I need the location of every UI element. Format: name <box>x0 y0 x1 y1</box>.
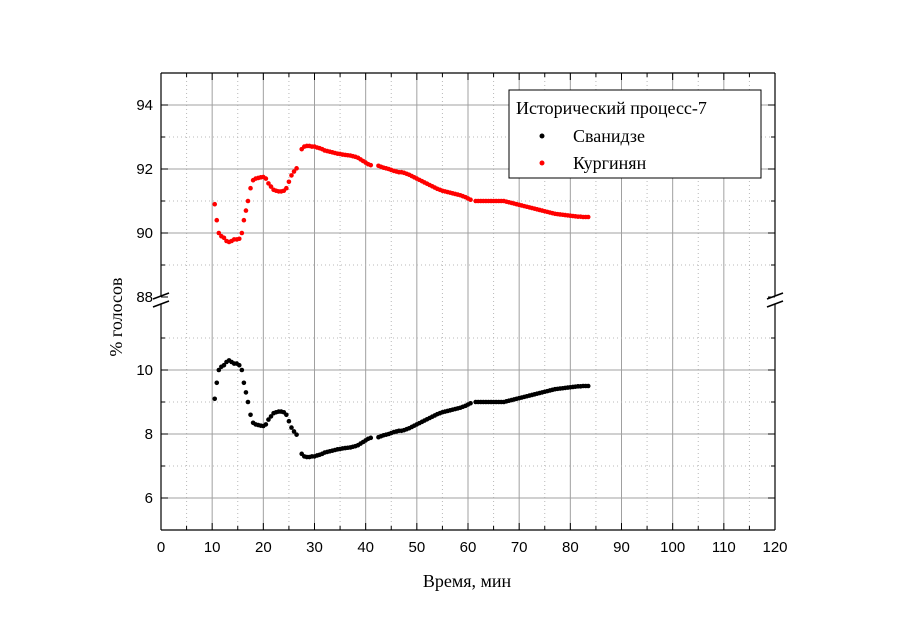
x-tick-label: 30 <box>306 539 323 556</box>
data-point-svanidze <box>212 396 218 402</box>
data-point-kurginyan <box>284 185 289 191</box>
data-point-svanidze <box>243 390 249 395</box>
data-point-svanidze <box>284 412 289 418</box>
data-point-svanidze <box>266 417 271 422</box>
y-tick-label: 88 <box>136 289 153 306</box>
legend-marker-kurginyan <box>539 160 545 166</box>
data-point-kurginyan <box>468 197 473 203</box>
data-point-kurginyan <box>248 185 253 191</box>
data-point-svanidze <box>286 418 292 424</box>
legend-label-svanidze: Сванидзе <box>573 126 645 146</box>
legend-title: Исторический процесс-7 <box>516 98 707 118</box>
data-point-svanidze <box>263 422 269 427</box>
data-point-kurginyan <box>216 230 222 236</box>
axis-break-mark <box>766 300 784 308</box>
data-point-svanidze <box>214 380 220 386</box>
axis-break-mark <box>152 300 170 308</box>
data-point-svanidze <box>291 429 297 434</box>
y-tick-label: 92 <box>136 161 153 178</box>
data-point-kurginyan <box>243 208 249 213</box>
data-point-kurginyan <box>263 176 269 181</box>
x-tick-label: 0 <box>157 539 165 556</box>
axis-break-mark <box>766 292 784 300</box>
data-point-kurginyan <box>268 184 274 189</box>
x-tick-label: 100 <box>660 539 685 556</box>
data-point-kurginyan <box>212 201 218 207</box>
data-point-svanidze <box>241 380 247 386</box>
axis-break-mark <box>152 292 170 300</box>
y-tick-label: 94 <box>136 97 153 114</box>
data-point-kurginyan <box>266 181 271 186</box>
data-point-svanidze <box>248 412 253 418</box>
data-point-kurginyan <box>241 217 247 223</box>
x-axis-label: Время, мин <box>423 571 512 591</box>
data-point-svanidze <box>268 414 274 419</box>
x-tick-label: 10 <box>204 539 221 556</box>
data-point-svanidze <box>585 383 591 389</box>
grid <box>161 73 775 530</box>
y-tick-label: 10 <box>136 362 153 379</box>
x-tick-label: 50 <box>408 539 425 556</box>
axes: 0 10 20 30 40 50 60 70 80 90 100 110 120 88 90 92 94 6 8 10 <box>136 72 788 556</box>
data-point-kurginyan <box>289 173 294 178</box>
data-point-kurginyan <box>245 198 251 204</box>
data-point-svanidze <box>216 367 222 373</box>
x-tick-label: 80 <box>562 539 579 556</box>
data-point-kurginyan <box>585 214 591 220</box>
data-point-kurginyan <box>221 235 227 241</box>
data-point-kurginyan <box>214 217 220 223</box>
x-tick-label: 110 <box>712 539 736 556</box>
data-point-svanidze <box>368 435 374 441</box>
y-tick-label: 90 <box>136 225 153 242</box>
y-tick-label: 8 <box>145 426 153 443</box>
y-axis-label: % голосов <box>106 277 126 356</box>
data-point-kurginyan <box>236 236 242 242</box>
data-point-svanidze <box>239 367 245 373</box>
legend-box <box>508 89 762 179</box>
legend-marker-svanidze <box>539 133 545 139</box>
data-point-svanidze <box>236 362 242 368</box>
data-point-kurginyan <box>291 169 297 174</box>
data-point-kurginyan <box>239 230 245 236</box>
x-tick-label: 90 <box>613 539 630 556</box>
data-point-kurginyan <box>294 166 299 171</box>
data-point-svanidze <box>468 400 473 406</box>
x-tick-label: 120 <box>762 539 787 556</box>
x-tick-label: 60 <box>460 539 477 556</box>
legend: Исторический процесс-7 Сванидзе Кургинян <box>508 89 762 179</box>
data-point-kurginyan <box>368 162 374 168</box>
legend-label-kurginyan: Кургинян <box>573 153 647 173</box>
data-point-svanidze <box>245 399 251 405</box>
x-tick-label: 40 <box>357 539 374 556</box>
data-point-kurginyan <box>286 179 292 185</box>
x-tick-label: 70 <box>511 539 528 556</box>
data-point-svanidze <box>289 425 294 430</box>
data-point-svanidze <box>294 432 299 437</box>
y-tick-label: 6 <box>145 490 153 507</box>
x-tick-label: 20 <box>255 539 272 556</box>
data-point-svanidze <box>221 362 227 368</box>
data-points <box>212 143 591 460</box>
